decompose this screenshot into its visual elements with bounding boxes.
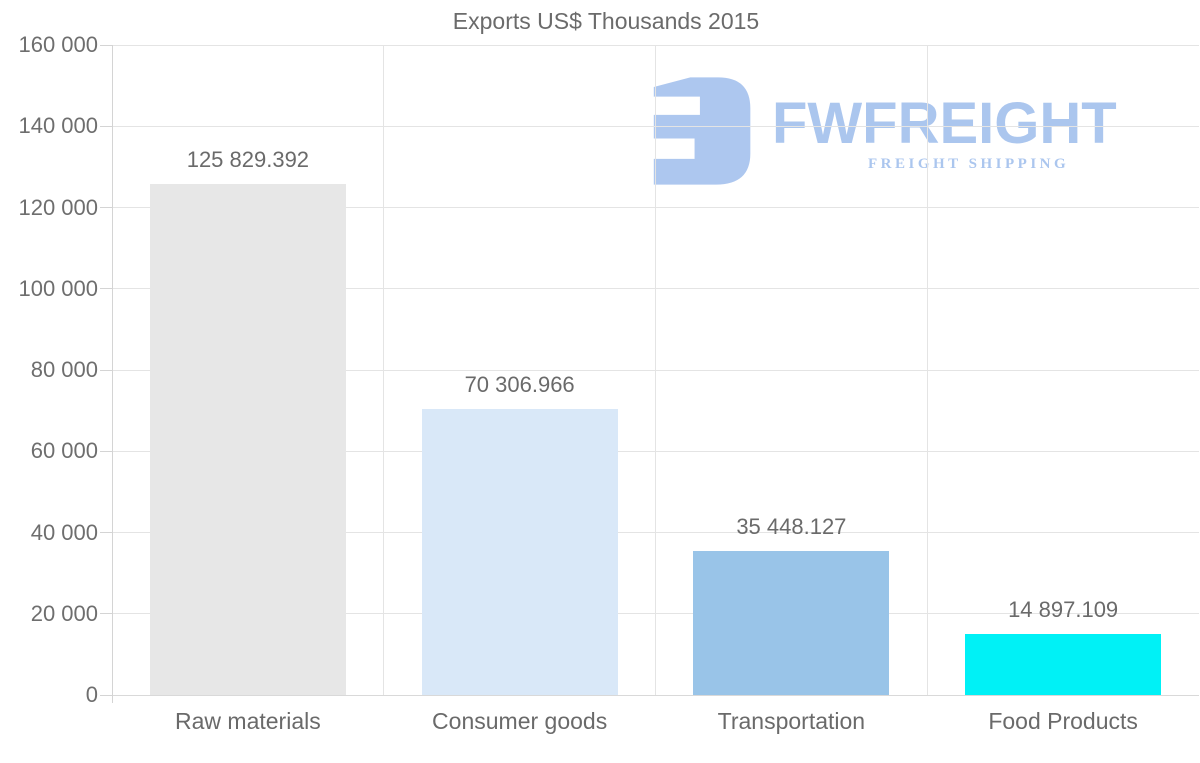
- x-tick-label: Raw materials: [175, 708, 321, 734]
- y-tick-label: 100 000: [18, 275, 98, 301]
- x-gridline: [926, 45, 928, 695]
- y-axis-line: [112, 45, 113, 703]
- bar-value-label: 70 306.966: [464, 372, 575, 398]
- bar-consumer-goods: [421, 409, 618, 695]
- y-tick-mark: [100, 207, 112, 208]
- y-tick-label: 40 000: [30, 519, 98, 545]
- y-tick-mark: [100, 532, 112, 533]
- bar-value-label: 35 448.127: [736, 513, 847, 539]
- bar-value-label: 125 829.392: [186, 146, 310, 172]
- x-gridline: [655, 45, 656, 695]
- x-tick-label: Transportation: [717, 708, 866, 734]
- y-tick-mark: [100, 288, 112, 290]
- fwfreight-brand-text: FWFREIGHT: [772, 91, 1117, 156]
- bar-food-products: [965, 634, 1162, 695]
- y-tick-label: 140 000: [18, 113, 98, 139]
- y-tick-mark: [100, 44, 112, 46]
- fwfreight-logo-icon: [653, 77, 751, 185]
- y-tick-label: 0: [85, 682, 98, 707]
- x-axis-line: [112, 694, 1199, 696]
- y-tick-label: 20 000: [30, 600, 98, 626]
- y-tick-label: 80 000: [30, 357, 98, 382]
- chart-title: Exports US$ Thousands 2015: [452, 8, 760, 34]
- y-tick-label: 120 000: [18, 194, 98, 220]
- x-tick-label: Food Products: [988, 708, 1138, 734]
- y-tick-mark: [100, 450, 112, 452]
- y-tick-label: 160 000: [18, 32, 98, 57]
- y-tick-label: 60 000: [30, 438, 98, 464]
- y-tick-mark: [100, 613, 112, 615]
- bar-raw-materials: [149, 183, 346, 695]
- bar-value-label: 14 897.109: [1008, 597, 1119, 623]
- fwfreight-tagline-text: FREIGHT SHIPPING: [868, 156, 1070, 172]
- bar-transportation: [693, 550, 890, 695]
- y-tick-mark: [100, 369, 112, 371]
- x-tick-label: Consumer goods: [432, 708, 608, 734]
- y-tick-mark: [100, 694, 112, 696]
- x-gridline: [383, 45, 385, 695]
- y-tick-mark: [100, 125, 112, 127]
